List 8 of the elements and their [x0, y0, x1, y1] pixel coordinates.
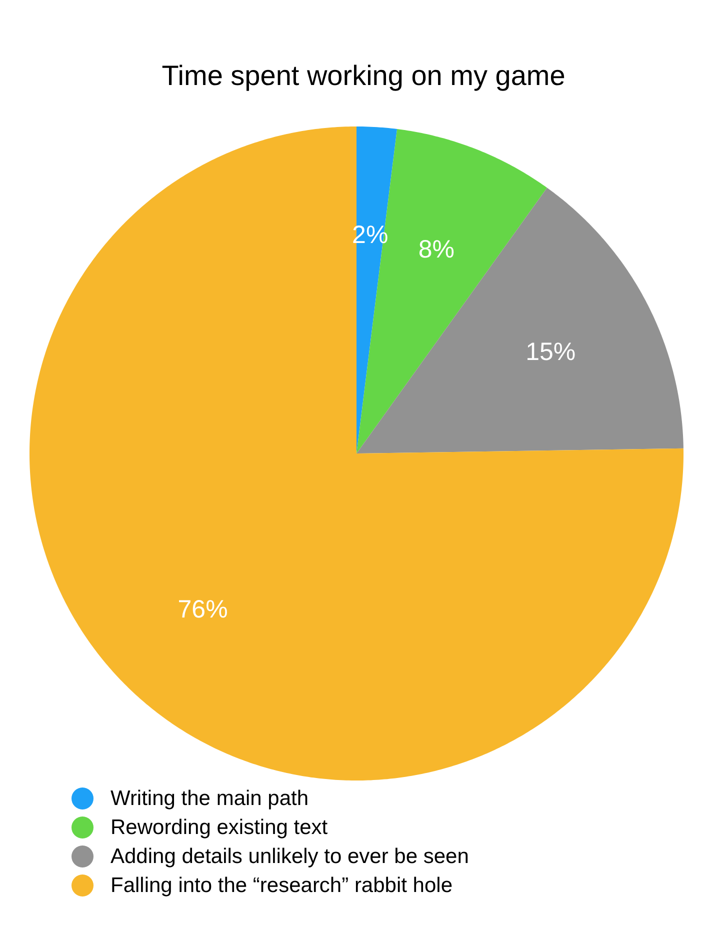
legend-label: Writing the main path — [110, 787, 309, 810]
legend-label: Adding details unlikely to ever be seen — [110, 845, 469, 868]
data-label: 76% — [178, 596, 228, 624]
legend-label: Rewording existing text — [110, 816, 328, 839]
chart-title: Time spent working on my game — [162, 60, 566, 91]
legend-label: Falling into the “research” rabbit hole — [110, 874, 453, 897]
data-label: 8% — [418, 235, 454, 264]
data-label: 15% — [526, 338, 576, 366]
